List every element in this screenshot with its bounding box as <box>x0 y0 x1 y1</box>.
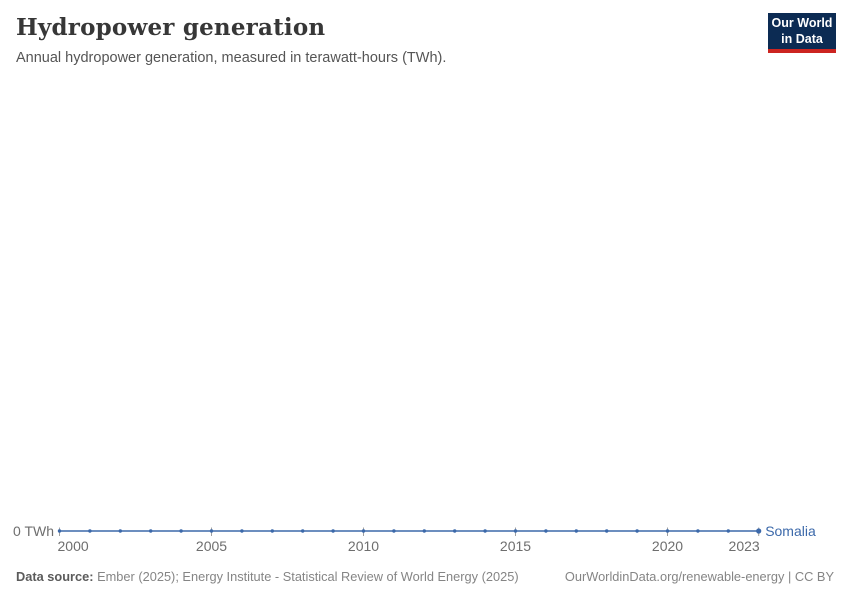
data-point-marker[interactable] <box>301 529 305 533</box>
data-point-marker[interactable] <box>149 529 153 533</box>
owid-logo[interactable]: Our World in Data <box>768 13 836 53</box>
data-source-text: Ember (2025); Energy Institute - Statist… <box>93 569 519 584</box>
x-axis-tick-label: 2010 <box>348 538 379 554</box>
chart-subtitle: Annual hydropower generation, measured i… <box>16 49 447 66</box>
data-point-marker[interactable] <box>574 529 578 533</box>
x-axis-tick-label: 2005 <box>196 538 227 554</box>
data-point-marker[interactable] <box>179 529 183 533</box>
data-point-marker[interactable] <box>240 529 244 533</box>
data-point-marker[interactable] <box>483 529 487 533</box>
data-point-marker[interactable] <box>605 529 609 533</box>
data-point-marker[interactable] <box>331 529 335 533</box>
data-point-marker[interactable] <box>726 529 730 533</box>
data-point-marker[interactable] <box>544 529 548 533</box>
data-point-marker[interactable] <box>422 529 426 533</box>
y-axis-zero-label: 0 TWh <box>13 523 54 539</box>
data-point-marker[interactable] <box>665 529 670 533</box>
footer-license-link[interactable]: OurWorldinData.org/renewable-energy | CC… <box>564 569 834 584</box>
page-title: Hydropower generation <box>16 14 326 41</box>
line-series-somalia[interactable] <box>57 528 762 534</box>
data-source-label: Data source: <box>16 569 94 584</box>
data-point-marker[interactable] <box>57 529 62 533</box>
data-point-marker[interactable] <box>513 529 518 533</box>
data-point-marker[interactable] <box>392 529 396 533</box>
data-point-marker[interactable] <box>361 529 366 533</box>
data-point-marker[interactable] <box>209 529 214 533</box>
data-point-end-marker[interactable] <box>756 528 762 534</box>
x-axis-tick-label: 2000 <box>58 538 89 554</box>
x-axis: 2000 2005 2010 2015 2020 2023 <box>58 527 760 554</box>
data-point-marker[interactable] <box>696 529 700 533</box>
chart-header: Hydropower generation Annual hydropower … <box>16 14 736 67</box>
chart-footer: Data source: Ember (2025); Energy Instit… <box>16 569 834 584</box>
x-axis-tick-label: 2020 <box>652 538 683 554</box>
data-point-marker[interactable] <box>88 529 92 533</box>
owid-logo-line1: Our World <box>771 15 833 30</box>
data-point-marker[interactable] <box>118 529 123 533</box>
data-point-marker[interactable] <box>270 529 274 533</box>
data-point-marker[interactable] <box>635 529 639 533</box>
x-axis-tick-label: 2023 <box>729 538 760 554</box>
data-source: Data source: Ember (2025); Energy Instit… <box>16 569 519 584</box>
series-label-somalia[interactable]: Somalia <box>765 523 816 539</box>
owid-logo-line2: in Data <box>781 32 823 46</box>
x-axis-tick-label: 2015 <box>500 538 531 554</box>
data-point-marker[interactable] <box>453 529 457 533</box>
